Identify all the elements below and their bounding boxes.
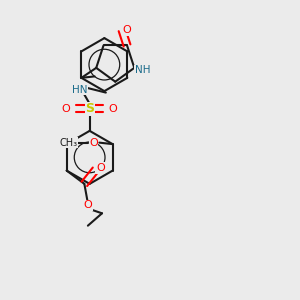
Text: O: O: [89, 138, 98, 148]
Text: O: O: [96, 163, 105, 173]
Text: O: O: [122, 25, 131, 35]
Text: O: O: [62, 104, 70, 114]
Text: NH: NH: [135, 65, 150, 75]
Text: CH₃: CH₃: [59, 138, 77, 148]
Text: HN: HN: [72, 85, 87, 94]
Text: S: S: [85, 102, 94, 115]
Text: O: O: [109, 104, 118, 114]
Text: O: O: [84, 200, 93, 210]
